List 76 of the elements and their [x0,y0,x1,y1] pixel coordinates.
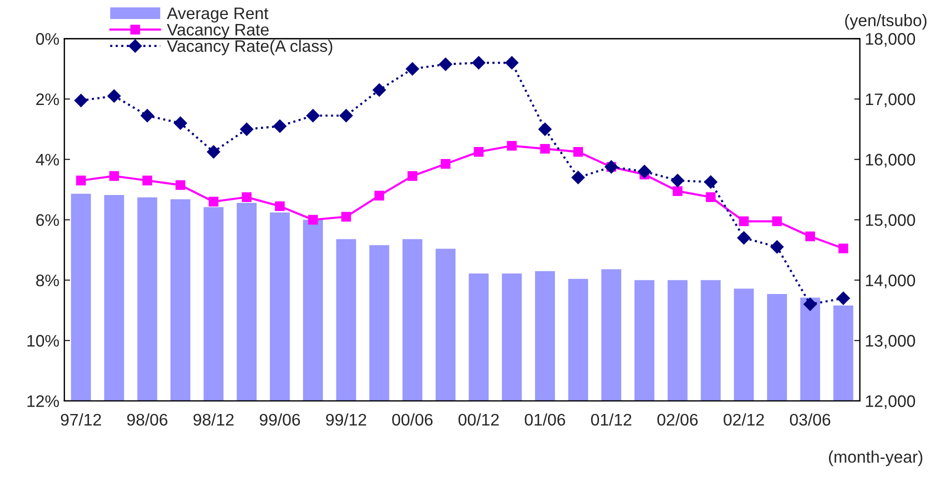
x-axis-title: (month-year) [828,450,922,466]
point [408,171,418,181]
point [472,56,486,70]
point [573,146,584,157]
x-tick-label: 00/12 [458,413,499,426]
y-tick-label: 10% [27,334,59,347]
point [140,109,154,122]
point [772,216,782,226]
x-tick-label: 02/06 [657,413,698,426]
point [406,62,420,76]
x-tick-label: 02/12 [724,413,764,426]
y2-tick-label: 12,000 [866,395,916,410]
point [74,94,88,108]
point [142,176,152,186]
point [739,216,749,226]
point [737,231,750,244]
point [176,180,186,190]
point [273,120,286,133]
x-tick-label: 00/06 [392,413,433,426]
point [308,214,318,225]
point [704,175,718,189]
y2-tick-label: 16,000 [866,154,916,168]
point [306,109,320,122]
y-tick-label: 12% [27,395,59,408]
point [206,145,220,158]
y2-tick-label: 17,000 [866,93,916,108]
point [274,201,285,212]
point [340,109,353,122]
x-tick-label: 01/12 [591,413,632,426]
legend-label: Vacancy Rate(A class) [166,40,332,56]
y2-tick-label: 14,000 [866,274,916,288]
x-tick-label: 98/06 [127,413,168,426]
x-tick-label: 01/06 [524,413,566,426]
point [438,58,452,71]
point [506,140,517,151]
point [836,292,850,305]
y2-tick-label: 13,000 [866,334,916,349]
point [572,170,585,184]
y-tick-label: 8% [36,274,59,286]
y2-tick-label: 18,000 [866,33,916,47]
y2-tick-label: 15,000 [866,214,916,228]
point [208,196,218,207]
point [706,192,716,202]
point [804,298,817,311]
point [474,146,484,157]
x-tick-label: 99/12 [326,413,366,426]
point [440,159,450,169]
point [240,122,254,136]
point [174,116,187,130]
point [242,192,252,202]
x-tick-label: 98/12 [193,413,234,426]
point [540,144,550,154]
y-tick-label: 4% [36,154,59,166]
point [372,83,386,97]
point [672,186,682,196]
x-tick-label: 03/06 [790,413,830,426]
y2-axis-title: (yen/tsubo) [845,14,926,30]
x-tick-label: 99/06 [260,413,300,426]
y-tick-label: 6% [36,214,59,226]
point [109,171,119,181]
point [638,164,652,178]
point [505,56,518,70]
point [76,176,86,186]
point [108,89,121,103]
y-tick-label: 0% [36,33,59,45]
point [538,122,552,136]
point [770,240,784,254]
point [838,244,848,254]
point [670,174,684,188]
legend-label: Average Rent [166,8,268,23]
legend-label: Vacancy Rate [166,24,269,39]
point [805,232,816,242]
y-tick-label: 2% [36,93,59,106]
x-tick-label: 97/12 [60,413,101,426]
point [374,190,384,200]
point [341,212,351,222]
